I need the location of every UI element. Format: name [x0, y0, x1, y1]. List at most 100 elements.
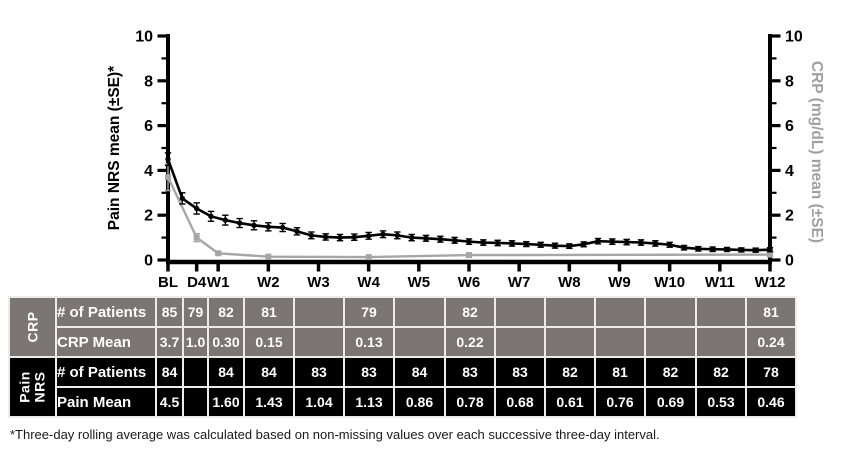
- pain-nrs-marker: [236, 220, 243, 226]
- table-cell: [182, 356, 209, 388]
- pain-nrs-marker: [380, 231, 386, 237]
- table-row: Pain Mean 4.5 1.60 1.43 1.04 1.13 0.86 0.78 0.68…: [9, 386, 797, 418]
- table-cell: 4.5: [155, 386, 184, 418]
- row-label: # of Patients: [55, 296, 157, 328]
- pain-nrs-marker: [365, 233, 372, 239]
- table-cell: 84: [243, 356, 295, 388]
- table-cell: 83: [343, 356, 395, 388]
- crp-marker: [165, 174, 171, 181]
- table-row: CRP # of Patients 85 79 82 81 79 82 81: [8, 296, 797, 358]
- pain-nrs-marker: [767, 246, 773, 253]
- pain-nrs-marker: [165, 156, 171, 162]
- table-cell: 0.24: [745, 326, 797, 358]
- table-cell: 82: [544, 356, 596, 388]
- row-group-label: CRP: [8, 296, 57, 358]
- dual-axis-line-chart: 0 2 4 6 8 10 Pain NRS mean (±SE)* 0 2 4 6 8 10 CRP (m…: [106, 29, 825, 292]
- pain-nrs-marker: [308, 232, 315, 239]
- table-row: Pain NRS # of Patients 84 84 84 83 83 84 83 83 82 8…: [8, 356, 797, 418]
- crp-marker: [265, 253, 272, 260]
- table-cell: 82: [444, 296, 496, 328]
- pain-nrs-marker: [580, 241, 587, 248]
- pain-nrs-marker: [738, 247, 745, 253]
- pain-nrs-marker: [480, 239, 487, 246]
- table-cell: [695, 296, 747, 328]
- pain-nrs-marker: [609, 238, 616, 245]
- x-tick-label: W1: [207, 274, 230, 291]
- x-tick-label: W7: [508, 274, 531, 291]
- pain-nrs-marker: [638, 239, 644, 246]
- pain-nrs-marker: [322, 234, 329, 240]
- pain-nrs-marker: [423, 235, 429, 241]
- footnote: *Three-day rolling average was calculate…: [10, 427, 660, 442]
- x-tick-label: W11: [705, 274, 735, 291]
- table-cell: [393, 326, 446, 358]
- table-cell: 81: [594, 356, 646, 388]
- x-tick-label: BL: [158, 274, 178, 291]
- pain-nrs-marker: [566, 243, 573, 249]
- pain-nrs-marker: [652, 240, 659, 247]
- pain-nrs-marker: [709, 246, 716, 252]
- pain-nrs-marker: [208, 213, 214, 220]
- table-cell: [494, 326, 546, 358]
- table-cell: 0.46: [745, 386, 797, 418]
- table-cell: [544, 296, 596, 328]
- left-axis-title: Pain NRS mean (±SE)*: [106, 65, 123, 230]
- pain-nrs-marker: [337, 234, 343, 241]
- right-tick-label: 4: [785, 163, 794, 180]
- table-cell: 0.13: [343, 326, 395, 358]
- table-cell: [695, 326, 747, 358]
- table-cell: [393, 296, 446, 328]
- right-axis: 0 2 4 6 8 10 CRP (mg/dL) mean (±SE): [768, 29, 825, 270]
- pain-nrs-marker: [552, 242, 558, 249]
- x-tick-label: W5: [408, 274, 431, 291]
- left-tick-label: 8: [144, 73, 153, 90]
- pain-nrs-marker: [752, 247, 759, 253]
- table-cell: 0.68: [494, 386, 546, 418]
- crp-series: [164, 162, 774, 261]
- pain-nrs-line: [166, 158, 771, 252]
- table-cell: [644, 326, 697, 358]
- table-cell: 0.69: [644, 386, 697, 418]
- right-axis-title: CRP (mg/dL) mean (±SE): [808, 61, 825, 243]
- pain-nrs-marker: [466, 238, 472, 245]
- table-cell: 0.76: [594, 386, 646, 418]
- right-tick-label: 2: [785, 208, 794, 225]
- crp-line: [166, 176, 771, 259]
- table-cell: 0.22: [444, 326, 496, 358]
- table-cell: 0.15: [243, 326, 295, 358]
- x-tick-label: W3: [307, 274, 330, 291]
- table-cell: 84: [207, 356, 245, 388]
- table-cell: [293, 296, 345, 328]
- table-cell: 82: [207, 296, 245, 328]
- pain-nrs-series: [164, 152, 774, 253]
- row-label: # of Patients: [55, 356, 157, 388]
- x-tick-label: W6: [458, 274, 481, 291]
- pain-nrs-marker: [595, 238, 601, 244]
- table-cell: 83: [494, 356, 546, 388]
- crp-marker: [193, 234, 200, 241]
- table-cell: 0.53: [695, 386, 747, 418]
- table-cell: 85: [155, 296, 184, 328]
- summary-table: CRP # of Patients 85 79 82 81 79 82 81 CRP Mean 3.…: [8, 296, 797, 418]
- pain-nrs-marker: [294, 228, 300, 235]
- right-tick-label: 6: [785, 118, 794, 135]
- right-tick-label: 0: [785, 253, 794, 270]
- table-cell: 83: [293, 356, 345, 388]
- left-axis: 0 2 4 6 8 10 Pain NRS mean (±SE)*: [106, 29, 170, 270]
- table-cell: 0.61: [544, 386, 596, 418]
- table-cell: 0.86: [393, 386, 446, 418]
- table-cell: 1.60: [207, 386, 245, 418]
- x-axis: BL D4 W1 W2 W3 W4 W5 W6 W7 W8 W9 W10 W11 W12: [158, 259, 785, 291]
- table-cell: 3.7: [155, 326, 184, 358]
- pain-nrs-marker: [509, 240, 515, 247]
- left-tick-label: 6: [144, 118, 153, 135]
- right-tick-label: 8: [785, 73, 794, 90]
- summary-table-wrap: CRP # of Patients 85 79 82 81 79 82 81 CRP Mean 3.…: [8, 296, 797, 418]
- pain-nrs-marker: [222, 217, 229, 223]
- left-tick-label: 4: [144, 163, 153, 180]
- row-label: CRP Mean: [55, 326, 157, 358]
- x-tick-label: D4: [187, 274, 207, 291]
- row-group-label: Pain NRS: [8, 356, 57, 418]
- left-tick-label: 10: [135, 29, 153, 46]
